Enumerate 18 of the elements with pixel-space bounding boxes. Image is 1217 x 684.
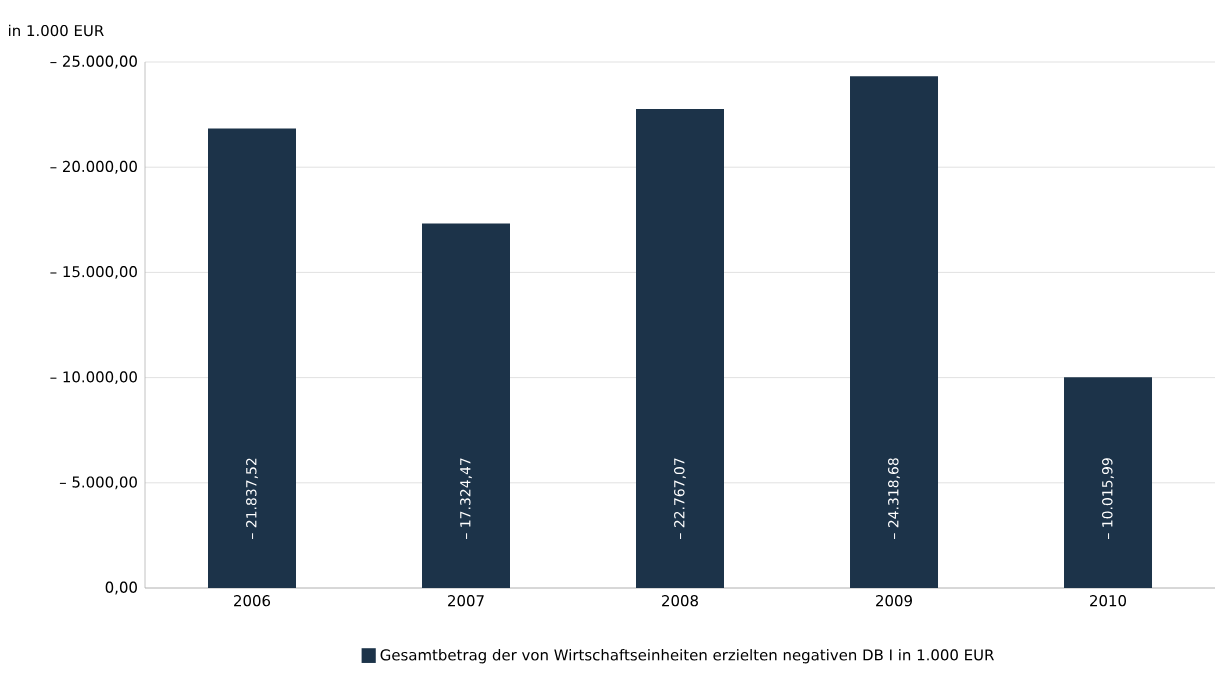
y-tick-label: 0,00 bbox=[105, 581, 137, 595]
x-tick-label: 2008 bbox=[662, 595, 698, 607]
data-label: – 21.837,52 bbox=[246, 458, 258, 539]
y-axis-title: in 1.000 EUR bbox=[9, 24, 104, 37]
data-label: – 22.767,07 bbox=[674, 458, 686, 539]
legend-label: Gesamtbetrag der von Wirtschaftseinheiten erzielten negativen DB I in 1.000 EUR bbox=[380, 648, 994, 664]
y-tick-label: – 10.000,00 bbox=[50, 371, 137, 385]
y-tick-label: – 20.000,00 bbox=[50, 160, 137, 174]
data-label: – 24.318,68 bbox=[888, 458, 900, 539]
x-tick-label: 2006 bbox=[234, 595, 271, 607]
y-tick-label: – 25.000,00 bbox=[50, 55, 137, 69]
y-tick-label: – 15.000,00 bbox=[50, 265, 137, 279]
data-label: – 10.015,99 bbox=[1102, 458, 1114, 539]
x-tick-label: 2010 bbox=[1090, 595, 1126, 607]
x-tick-label: 2009 bbox=[876, 595, 912, 607]
y-tick-label: – 5.000,00 bbox=[59, 476, 137, 490]
x-tick-label: 2007 bbox=[448, 595, 484, 607]
data-label: – 17.324,47 bbox=[460, 458, 472, 539]
